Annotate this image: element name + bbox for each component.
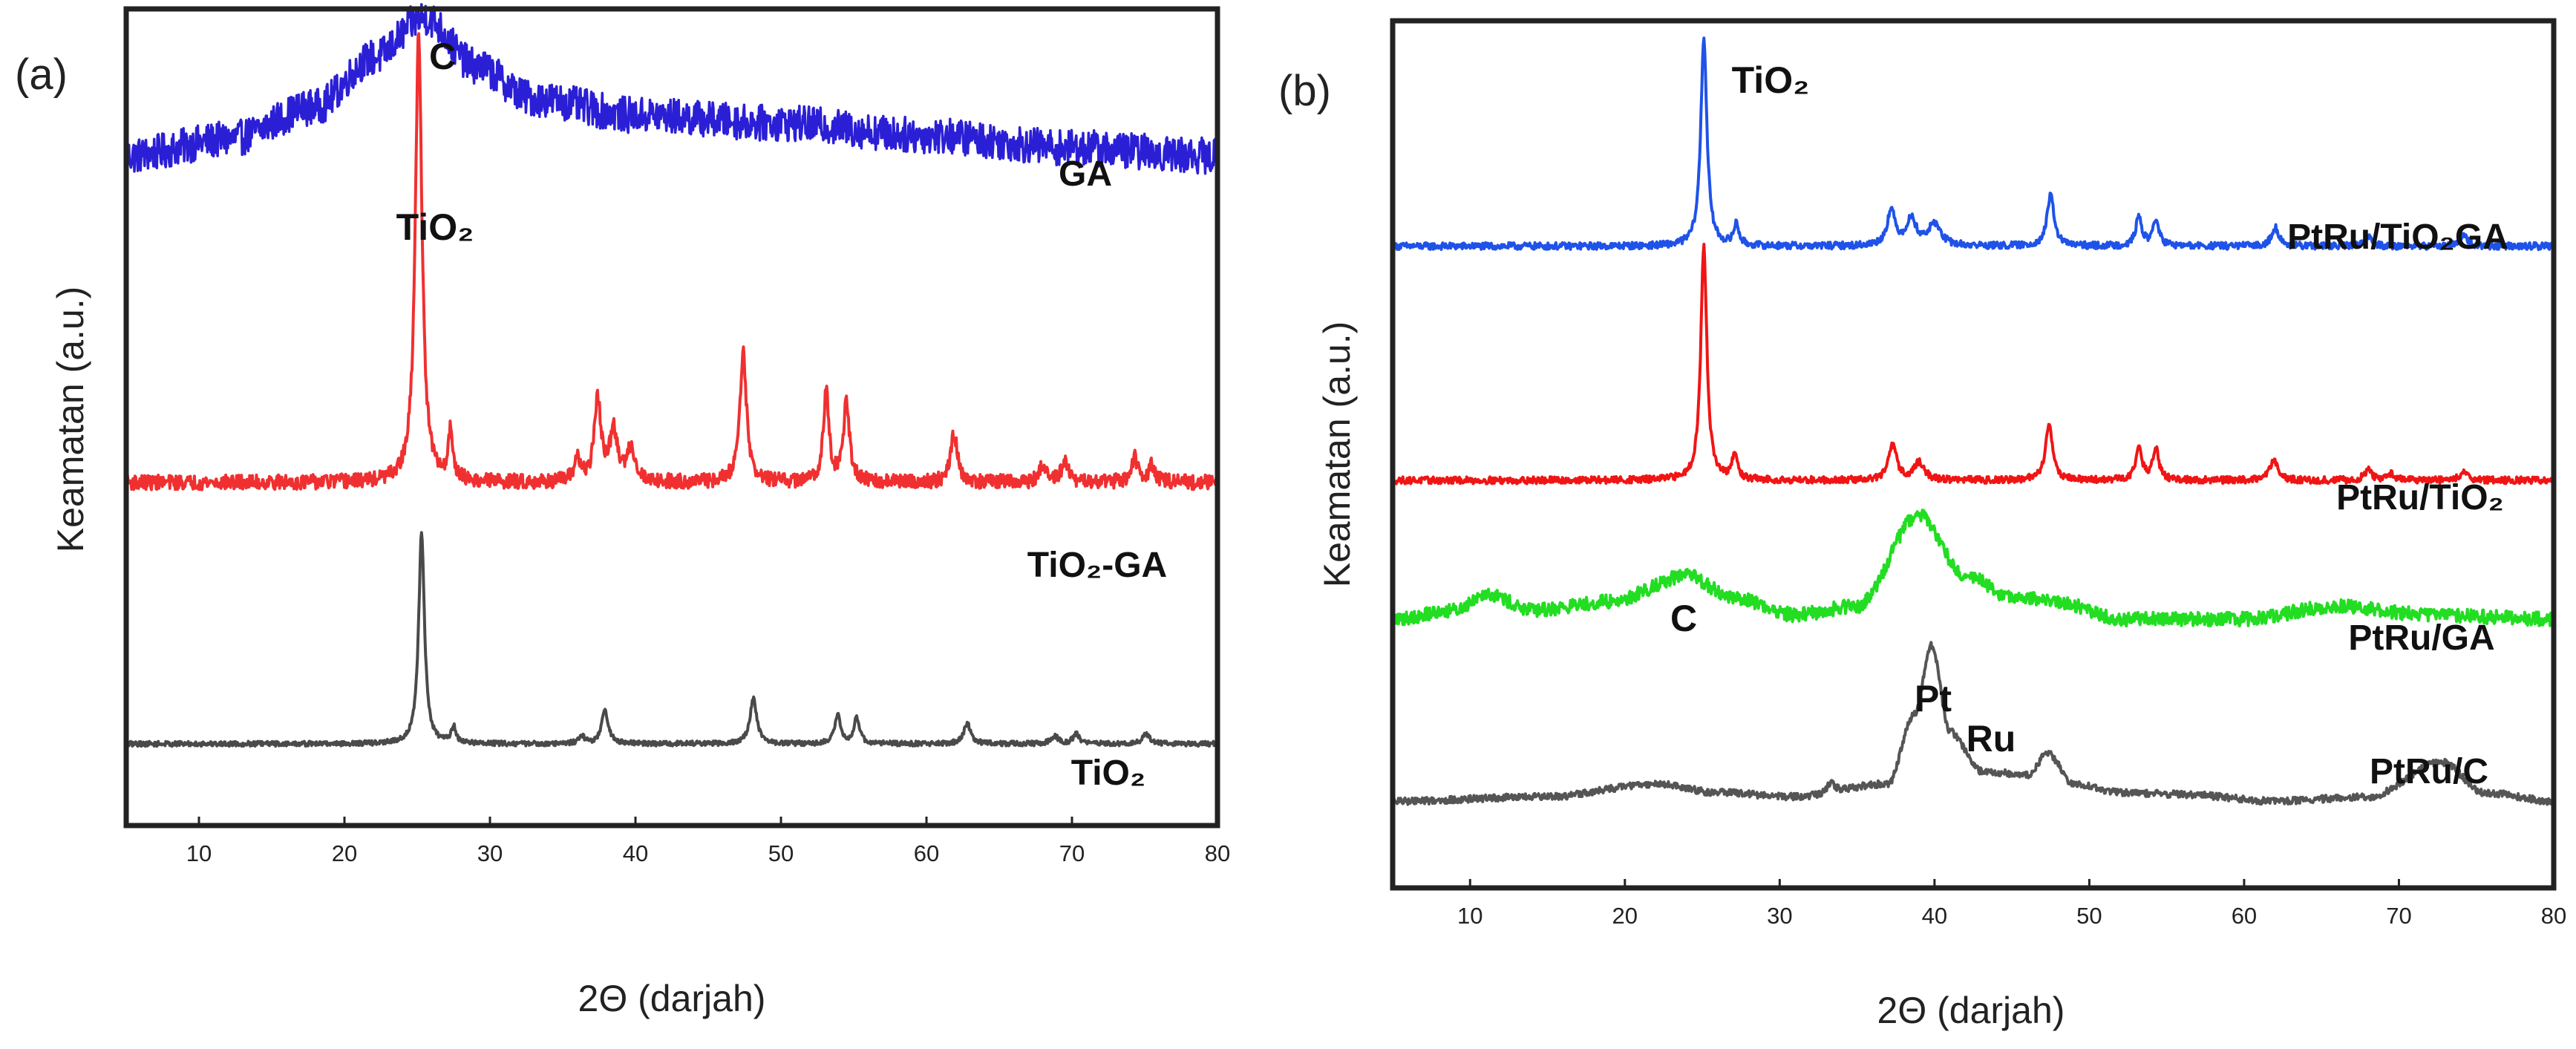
- panel-b-tick-label: 70: [2386, 903, 2411, 929]
- panel-a-series-label-ga: GA: [1059, 154, 1112, 194]
- panel-b-y-axis-title: Keamatan (a.u.): [1316, 321, 1358, 588]
- panel-a-tick-label: 70: [1059, 840, 1085, 866]
- panel-b-series-label-ptru-tio2: PtRu/TiO₂: [2336, 478, 2504, 517]
- panel-a-tick-label: 80: [1205, 840, 1230, 866]
- panel-b-peak-label-tio2: TiO₂: [1732, 59, 1810, 101]
- panel-b-peak-label-c: C: [1670, 598, 1697, 639]
- panel-a-y-axis-title: Keamatan (a.u.): [50, 287, 91, 553]
- panel-b-series-line-ptru-ga: [1391, 509, 2555, 628]
- panel-b-label: (b): [1278, 67, 1331, 115]
- panel-a-series-line-tio2: [125, 531, 1219, 748]
- panel-a-series-label-tio2-ga: TiO₂-GA: [1027, 546, 1167, 585]
- panel-a-series-label-tio2: TiO₂: [1071, 754, 1145, 793]
- panel-a-x-axis-title: 2Θ (darjah): [578, 978, 766, 1019]
- panel-a-series-line-ga: [125, 3, 1219, 175]
- panel-b-series-label-ptru-c: PtRu/C: [2370, 752, 2488, 791]
- panel-a-tick-label: 10: [186, 840, 212, 866]
- panel-b-series-line-ptru-tio2: [1392, 243, 2554, 486]
- panel-a-peak-label-tio2: TiO₂: [396, 206, 474, 248]
- panel-a-peak-label-c: C: [429, 36, 456, 77]
- panel-a-tick-label: 50: [768, 840, 794, 866]
- panel-a-tick-label: 60: [914, 840, 939, 866]
- panel-b-tick-label: 20: [1612, 903, 1638, 929]
- panel-b: (b) 10 20 30 40 50 60 70 80 2Θ (darjah) …: [1278, 18, 2566, 1031]
- panel-b-series-line-ptru-tio2ga: [1391, 36, 2555, 252]
- panel-b-tick-label: 80: [2541, 903, 2566, 929]
- panel-b-series: [1391, 36, 2555, 806]
- panel-a: (a) 10 20 30 40 50 60 70 80 2Θ (darjah) …: [15, 3, 1230, 1019]
- panel-b-series-line-ptru-c: [1391, 641, 2555, 806]
- panel-a-label: (a): [15, 50, 68, 99]
- panel-a-tick-label: 20: [332, 840, 357, 866]
- panel-a-tick-label: 40: [623, 840, 648, 866]
- panel-b-tick-label: 30: [1767, 903, 1792, 929]
- panel-b-x-ticks: 10 20 30 40 50 60 70 80: [1457, 879, 2566, 929]
- panel-b-series-label-ptru-ga: PtRu/GA: [2348, 618, 2494, 658]
- panel-b-tick-label: 50: [2076, 903, 2102, 929]
- panel-b-peak-label-pt: Pt: [1915, 678, 1952, 719]
- panel-b-tick-label: 40: [1922, 903, 1947, 929]
- panel-b-tick-label: 60: [2232, 903, 2257, 929]
- panel-b-peak-label-ru: Ru: [1967, 718, 2016, 759]
- panel-b-frame: [1390, 18, 2557, 891]
- panel-b-series-label-ptru-tio2ga: PtRu/TiO₂GA: [2287, 218, 2508, 257]
- panel-a-tick-label: 30: [477, 840, 503, 866]
- panel-b-x-axis-title: 2Θ (darjah): [1877, 990, 2065, 1031]
- panel-a-frame: [123, 6, 1220, 829]
- panel-a-series-line-tio2-ga: [125, 32, 1219, 491]
- panel-b-tick-label: 10: [1457, 903, 1482, 929]
- panel-a-series: [125, 3, 1219, 748]
- panel-a-x-ticks: 10 20 30 40 50 60 70 80: [186, 817, 1230, 866]
